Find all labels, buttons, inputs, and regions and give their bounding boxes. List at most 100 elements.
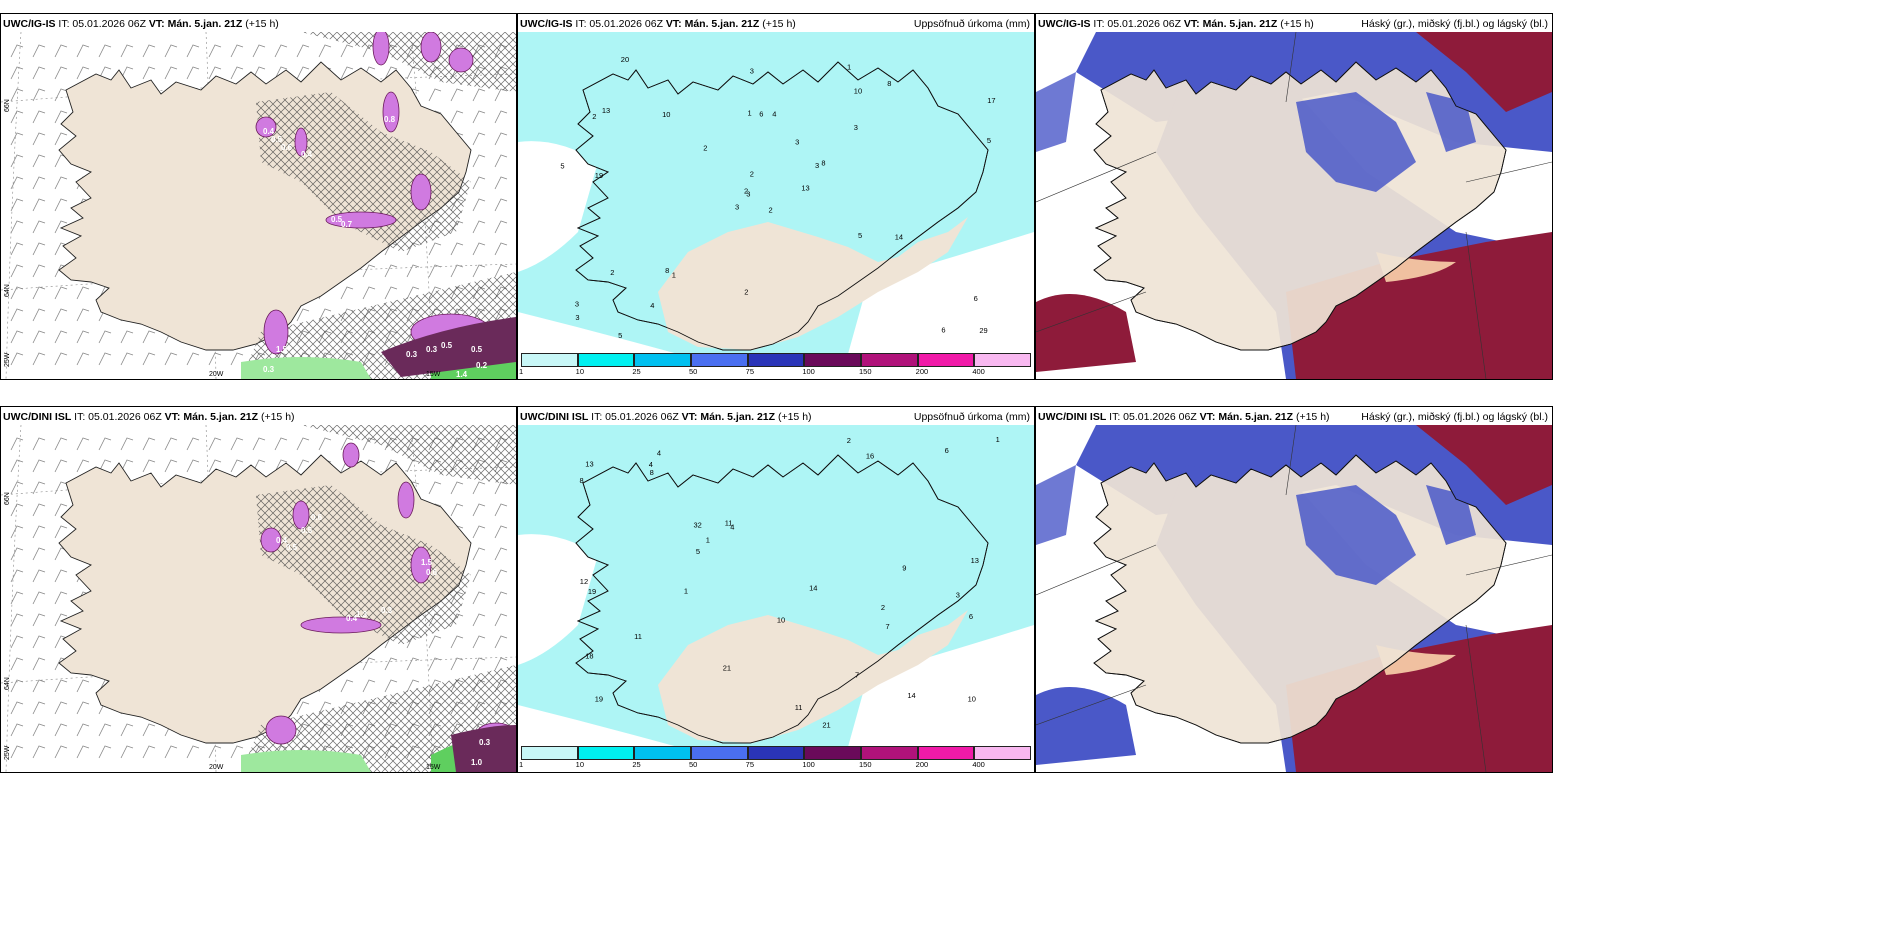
precip-value-label: 20	[621, 55, 629, 64]
precip-amount-label: 0.3	[406, 350, 418, 359]
precip-amount-label: 0.5	[331, 215, 343, 224]
colorbar-tick-label: 1	[519, 367, 524, 376]
lat-label-64n: 64N	[4, 284, 11, 297]
lead-time: (+15 h)	[1295, 411, 1330, 423]
precip-value-label: 8	[650, 468, 654, 477]
precip-value-label: 5	[618, 331, 622, 340]
init-time: IT: 05.01.2026 06Z	[1109, 411, 1197, 423]
convective-precip-area	[263, 309, 289, 355]
colorbar-tick-label: 400	[972, 760, 985, 769]
precip-amount-label: 0.6	[281, 143, 293, 152]
precip-value-label: 2	[847, 436, 851, 445]
colorbar-tick-label: 150	[859, 367, 872, 376]
precip-amount-label: 0.5	[471, 345, 483, 354]
precip-value-label: 2	[592, 112, 596, 121]
precip-value-label: 2	[744, 186, 748, 195]
precip-value-label: 1	[672, 271, 676, 280]
cloud-area	[1036, 687, 1136, 765]
precip-value-label: 2	[744, 287, 748, 296]
precip-value-label: 1	[847, 63, 851, 72]
colorbar-tick-label: 25	[632, 367, 641, 376]
precip-amount-label: 1.0	[471, 758, 483, 767]
precip-value-label: 3	[575, 313, 579, 322]
precip-value-label: 2	[769, 205, 773, 214]
valid-time: Mán. 5.jan. 21Z	[167, 18, 243, 30]
precip-value-label: 11	[725, 519, 733, 528]
snow-hatch-area	[256, 485, 471, 645]
precip-map: 2233311410132029191733513223468141335552…	[518, 32, 1034, 354]
precip-value-label: 13	[801, 184, 809, 193]
panel-title: Uppsöfnuð úrkoma (mm)	[913, 411, 1030, 423]
no-precip-area	[518, 312, 678, 354]
precip-value-label: 10	[854, 87, 862, 96]
colorbar-tick-label: 75	[745, 367, 754, 376]
panel-header: UWC/DINI ISL IT: 05.01.2026 06Z VT: Mán.…	[1038, 410, 1548, 424]
precip-value-label: 14	[895, 233, 903, 242]
mid-cloud-area	[1296, 92, 1416, 192]
cloud-area	[1036, 294, 1136, 372]
valid-label: VT:	[681, 411, 698, 423]
convective-precip-area	[410, 546, 432, 584]
precip-amount-label: 1.3	[356, 610, 368, 619]
heavy-precip-area	[381, 317, 516, 377]
precip-value-label: 29	[979, 326, 987, 335]
init-time: IT: 05.01.2026 06Z	[74, 411, 162, 423]
snow-hatch-area	[256, 92, 471, 252]
colorbar-tick-label: 10	[575, 760, 584, 769]
colorbar-swatch	[691, 746, 748, 760]
precip-amount-label: 0.4	[276, 536, 288, 545]
precip-value-label: 6	[969, 612, 973, 621]
precip-value-label: 5	[858, 231, 862, 240]
valid-time: Mán. 5.jan. 21Z	[700, 411, 776, 423]
colorbar-swatch	[577, 746, 635, 760]
init-time: IT: 05.01.2026 06Z	[1093, 18, 1181, 30]
coastline	[1093, 454, 1507, 744]
precip-amount-label: 1.5	[421, 558, 433, 567]
precip-value-label: 1	[748, 109, 752, 118]
colorbar-swatch	[577, 353, 635, 367]
precip-value-label: 11	[634, 632, 642, 641]
no-precip-area	[848, 625, 1034, 747]
colorbar-tick-label: 150	[859, 760, 872, 769]
cloud-area	[1036, 465, 1076, 545]
precip-value-label: 8	[887, 79, 891, 88]
valid-time: Mán. 5.jan. 21Z	[1202, 18, 1278, 30]
valid-label: VT:	[164, 411, 181, 423]
panel-precip-dini: UWC/DINI ISL IT: 05.01.2026 06Z VT: Mán.…	[517, 406, 1035, 773]
valid-time: Mán. 5.jan. 21Z	[684, 18, 760, 30]
init-time: IT: 05.01.2026 06Z	[591, 411, 679, 423]
model-name: UWC/IG-IS	[3, 18, 56, 30]
precip-value-label: 9	[902, 564, 906, 573]
lon-label-20w: 20W	[209, 371, 224, 378]
convective-precip-area	[372, 32, 390, 66]
panel-cloud-dini: UWC/DINI ISL IT: 05.01.2026 06Z VT: Mán.…	[1035, 406, 1553, 773]
no-precip-area	[848, 232, 1034, 354]
precip-value-label: 4	[650, 301, 654, 310]
precip-value-label: 8	[580, 476, 584, 485]
cloud-map	[1036, 425, 1552, 772]
precip-value-label: 12	[580, 577, 588, 586]
model-name: UWC/DINI ISL	[3, 411, 72, 423]
lon-label-25w: 25W	[4, 352, 11, 367]
valid-label: VT:	[1199, 411, 1216, 423]
panel-wind-precip-dini: UWC/DINI ISL IT: 05.01.2026 06Z VT: Mán.…	[0, 406, 517, 773]
colorbar-tick-label: 75	[745, 760, 754, 769]
precip-value-label: 10	[777, 615, 785, 624]
convective-precip-area	[292, 500, 310, 530]
model-name: UWC/IG-IS	[1038, 18, 1091, 30]
lat-label-66n: 66N	[4, 492, 11, 505]
lon-label-25w: 25W	[4, 745, 11, 760]
precip-amount-label: 0.3	[426, 345, 438, 354]
graticule	[1036, 32, 1552, 379]
convective-precip-area	[382, 91, 400, 133]
high-cloud-area	[1286, 232, 1552, 379]
lead-time: (+15 h)	[1280, 18, 1314, 30]
precip-amount-label: 0.6	[311, 513, 323, 522]
lat-label-64n: 64N	[4, 677, 11, 690]
precip-amount-label: 0.4	[301, 150, 313, 159]
precip-value-label: 3	[815, 161, 819, 170]
convective-precip-area	[420, 32, 442, 63]
panel-header: UWC/DINI ISL IT: 05.01.2026 06Z VT: Mán.…	[520, 410, 1030, 424]
precip-value-label: 19	[588, 587, 596, 596]
precip-value-label: 3	[735, 202, 739, 211]
